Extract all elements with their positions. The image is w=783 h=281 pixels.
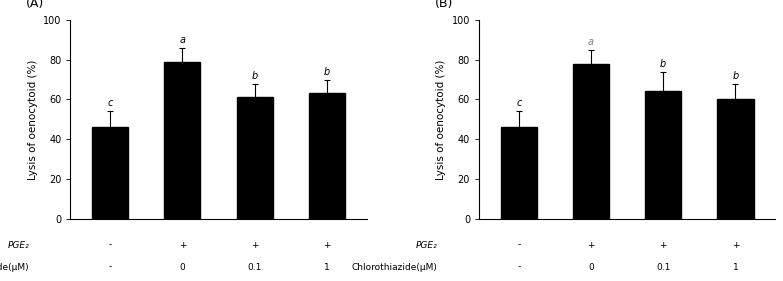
- Text: 0.1: 0.1: [656, 262, 670, 271]
- Text: Chlorothiazide(μM): Chlorothiazide(μM): [352, 262, 438, 271]
- Text: a: a: [588, 37, 594, 47]
- Bar: [92, 127, 128, 219]
- Text: -: -: [109, 262, 112, 271]
- Text: +: +: [179, 241, 186, 250]
- Text: 1: 1: [324, 262, 330, 271]
- Text: +: +: [587, 241, 595, 250]
- Text: +: +: [323, 241, 330, 250]
- Bar: [236, 98, 272, 219]
- Text: 1: 1: [733, 262, 738, 271]
- Text: PGE₂: PGE₂: [416, 241, 438, 250]
- Y-axis label: Lysis of oenocytoid (%): Lysis of oenocytoid (%): [27, 59, 38, 180]
- Text: -: -: [518, 241, 521, 250]
- Bar: [717, 99, 753, 219]
- Text: c: c: [107, 98, 113, 108]
- Text: b: b: [323, 67, 330, 76]
- Text: b: b: [732, 71, 738, 81]
- Bar: [164, 62, 200, 219]
- Bar: [573, 64, 609, 219]
- Text: b: b: [660, 58, 666, 69]
- Text: Bumetanide(μM): Bumetanide(μM): [0, 262, 29, 271]
- Text: (A): (A): [26, 0, 45, 10]
- Text: +: +: [731, 241, 739, 250]
- Bar: [501, 127, 537, 219]
- Text: 0.1: 0.1: [247, 262, 262, 271]
- Text: 0: 0: [179, 262, 186, 271]
- Text: -: -: [518, 262, 521, 271]
- Text: +: +: [251, 241, 258, 250]
- Text: c: c: [516, 98, 521, 108]
- Text: +: +: [659, 241, 667, 250]
- Text: (B): (B): [435, 0, 453, 10]
- Text: 0: 0: [588, 262, 594, 271]
- Text: b: b: [251, 71, 258, 81]
- Text: a: a: [179, 35, 186, 45]
- Y-axis label: Lysis of oenocytoid (%): Lysis of oenocytoid (%): [436, 59, 446, 180]
- Bar: [309, 94, 345, 219]
- Text: PGE₂: PGE₂: [7, 241, 29, 250]
- Text: -: -: [109, 241, 112, 250]
- Bar: [645, 92, 681, 219]
